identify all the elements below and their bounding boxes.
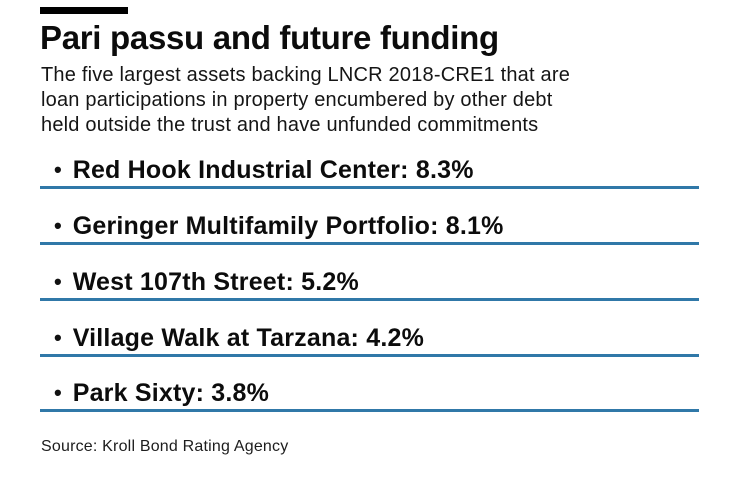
subtitle-line: loan participations in property encumber… [41, 89, 553, 111]
bullet-icon: • [54, 325, 62, 350]
source-credit: Source: Kroll Bond Rating Agency [41, 438, 289, 455]
list-item-park-sixty: • Park Sixty: 3.8% [40, 377, 699, 412]
list-item-label: Geringer Multifamily Portfolio: 8.1% [72, 212, 504, 240]
header-accent-bar [40, 7, 128, 14]
list-item-label: Red Hook Industrial Center: 8.3% [72, 156, 474, 184]
list-item-red-hook: • Red Hook Industrial Center: 8.3% [40, 154, 699, 189]
bullet-icon: • [54, 380, 62, 405]
list-item-village-walk: • Village Walk at Tarzana: 4.2% [40, 322, 699, 357]
bullet-icon: • [54, 157, 62, 182]
subtitle-line: The five largest assets backing LNCR 201… [41, 64, 571, 86]
bullet-icon: • [54, 213, 62, 238]
bullet-icon: • [54, 269, 62, 294]
list-item-label: Park Sixty: 3.8% [72, 379, 270, 407]
list-item-west-107th: • West 107th Street: 5.2% [40, 266, 699, 301]
list-item-label: West 107th Street: 5.2% [72, 268, 359, 296]
subtitle: The five largest assets backing LNCR 201… [41, 63, 701, 138]
list-item-geringer: • Geringer Multifamily Portfolio: 8.1% [40, 210, 699, 245]
list-item-label: Village Walk at Tarzana: 4.2% [72, 324, 425, 352]
page-title: Pari passu and future funding [40, 19, 499, 56]
subtitle-line: held outside the trust and have unfunded… [41, 114, 539, 136]
